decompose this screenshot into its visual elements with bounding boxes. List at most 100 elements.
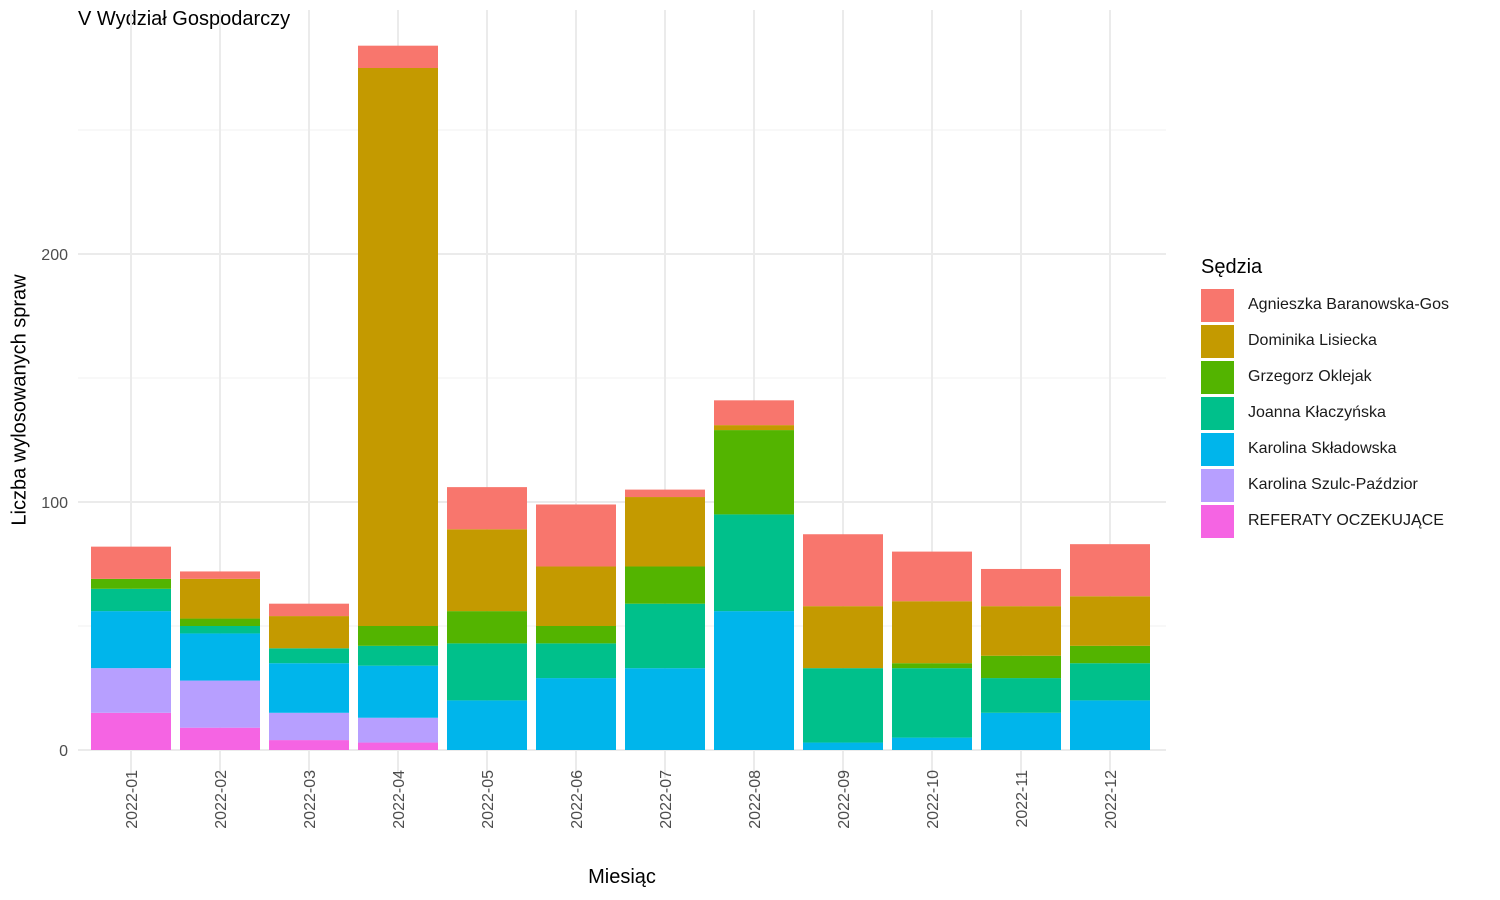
- legend-title: Sędzia: [1201, 256, 1263, 278]
- legend-item: Grzegorz Oklejak: [1201, 360, 1372, 394]
- bar-segment: [803, 742, 883, 750]
- bar-segment: [892, 551, 972, 602]
- bar-segment: [358, 645, 438, 666]
- bar-segment: [180, 680, 260, 728]
- bar-segment: [269, 740, 349, 750]
- x-tick-label: 2022-09: [836, 770, 853, 829]
- x-tick-label: 2022-03: [302, 770, 319, 829]
- bar-segment: [269, 603, 349, 617]
- legend-item: Joanna Kłaczyńska: [1201, 396, 1386, 430]
- bar-segment: [447, 611, 527, 644]
- bar-segment: [536, 566, 616, 626]
- bar-segment: [1070, 544, 1150, 597]
- y-tick-label: 200: [41, 247, 68, 264]
- bar-segment: [714, 425, 794, 431]
- bar-segment: [892, 663, 972, 669]
- legend-item: Karolina Składowska: [1201, 432, 1397, 466]
- bar-segment: [91, 546, 171, 579]
- x-tick-label: 2022-04: [391, 770, 408, 829]
- legend-label: REFERATY OCZEKUJĄCE: [1248, 512, 1444, 529]
- bar-segment: [358, 742, 438, 750]
- legend-swatch: [1201, 504, 1234, 538]
- x-tick-label: 2022-07: [658, 770, 675, 829]
- bar-segment: [1070, 645, 1150, 664]
- bar-segment: [714, 611, 794, 750]
- legend-swatch: [1201, 396, 1234, 430]
- bar-segment: [358, 665, 438, 718]
- legend-swatch: [1201, 324, 1234, 358]
- x-tick-label: 2022-02: [213, 770, 230, 829]
- bar-segment: [536, 678, 616, 750]
- bar-segment: [803, 668, 883, 743]
- bar-segment: [91, 668, 171, 713]
- legend-label: Agnieszka Baranowska-Gos: [1248, 296, 1449, 313]
- bar-segment: [981, 712, 1061, 750]
- bar-segment: [625, 489, 705, 498]
- legend-swatch: [1201, 360, 1234, 394]
- legend-item: REFERATY OCZEKUJĄCE: [1201, 504, 1444, 538]
- x-tick-label: 2022-08: [747, 770, 764, 829]
- legend-label: Dominika Lisiecka: [1248, 332, 1377, 349]
- bar-segment: [625, 497, 705, 567]
- legend-label: Karolina Szulc-Paździor: [1248, 476, 1418, 493]
- legend-item: Karolina Szulc-Paździor: [1201, 468, 1418, 502]
- bar-segment: [536, 504, 616, 567]
- bar-segment: [625, 603, 705, 669]
- bar-segment: [892, 668, 972, 738]
- bar-segment: [447, 487, 527, 530]
- bar-segment: [180, 571, 260, 579]
- x-tick-label: 2022-11: [1014, 770, 1031, 828]
- bar-segment: [803, 606, 883, 669]
- y-tick-label: 0: [59, 743, 68, 760]
- legend-swatch: [1201, 288, 1234, 322]
- bar-segment: [180, 618, 260, 626]
- legend-item: Agnieszka Baranowska-Gos: [1201, 288, 1449, 322]
- bar-segment: [358, 626, 438, 646]
- bar-segment: [269, 663, 349, 713]
- bar-segment: [803, 534, 883, 607]
- legend-swatch: [1201, 468, 1234, 502]
- bar-segment: [714, 400, 794, 426]
- legend-swatch: [1201, 432, 1234, 466]
- bar-segment: [892, 737, 972, 750]
- bar-segment: [180, 578, 260, 619]
- x-tick-label: 2022-01: [124, 770, 141, 829]
- bar-segment: [625, 668, 705, 750]
- bar-segment: [1070, 700, 1150, 750]
- bar-segment: [981, 655, 1061, 679]
- bar-segment: [91, 588, 171, 612]
- bar-segment: [981, 606, 1061, 656]
- bar-segment: [91, 611, 171, 669]
- bar-segment: [714, 430, 794, 515]
- legend-label: Grzegorz Oklejak: [1248, 368, 1372, 385]
- x-tick-label: 2022-05: [480, 770, 497, 829]
- bar-segment: [180, 727, 260, 750]
- bar-segment: [625, 566, 705, 604]
- bar-segment: [892, 601, 972, 664]
- bar-segment: [714, 514, 794, 612]
- x-tick-label: 2022-12: [1103, 770, 1120, 829]
- legend-label: Joanna Kłaczyńska: [1248, 404, 1386, 421]
- bar-segment: [1070, 596, 1150, 646]
- bar-segment: [358, 717, 438, 743]
- bar-segment: [269, 648, 349, 664]
- bar-segment: [269, 616, 349, 649]
- bar-segment: [1070, 663, 1150, 701]
- bar-segment: [180, 633, 260, 681]
- x-tick-label: 2022-06: [569, 770, 586, 829]
- bar-segment: [447, 529, 527, 612]
- legend-item: Dominika Lisiecka: [1201, 324, 1377, 358]
- bar-segment: [536, 643, 616, 679]
- x-tick-label: 2022-10: [925, 770, 942, 829]
- bar-segment: [981, 568, 1061, 607]
- y-tick-label: 100: [41, 495, 68, 512]
- x-axis-label: Miesiąc: [588, 866, 656, 888]
- bar-segment: [91, 578, 171, 589]
- bar-segment: [358, 68, 438, 626]
- bar-segment: [447, 700, 527, 750]
- bar-segment: [447, 643, 527, 701]
- bar-segment: [91, 712, 171, 750]
- bar-segment: [536, 626, 616, 644]
- bar-segment: [269, 712, 349, 741]
